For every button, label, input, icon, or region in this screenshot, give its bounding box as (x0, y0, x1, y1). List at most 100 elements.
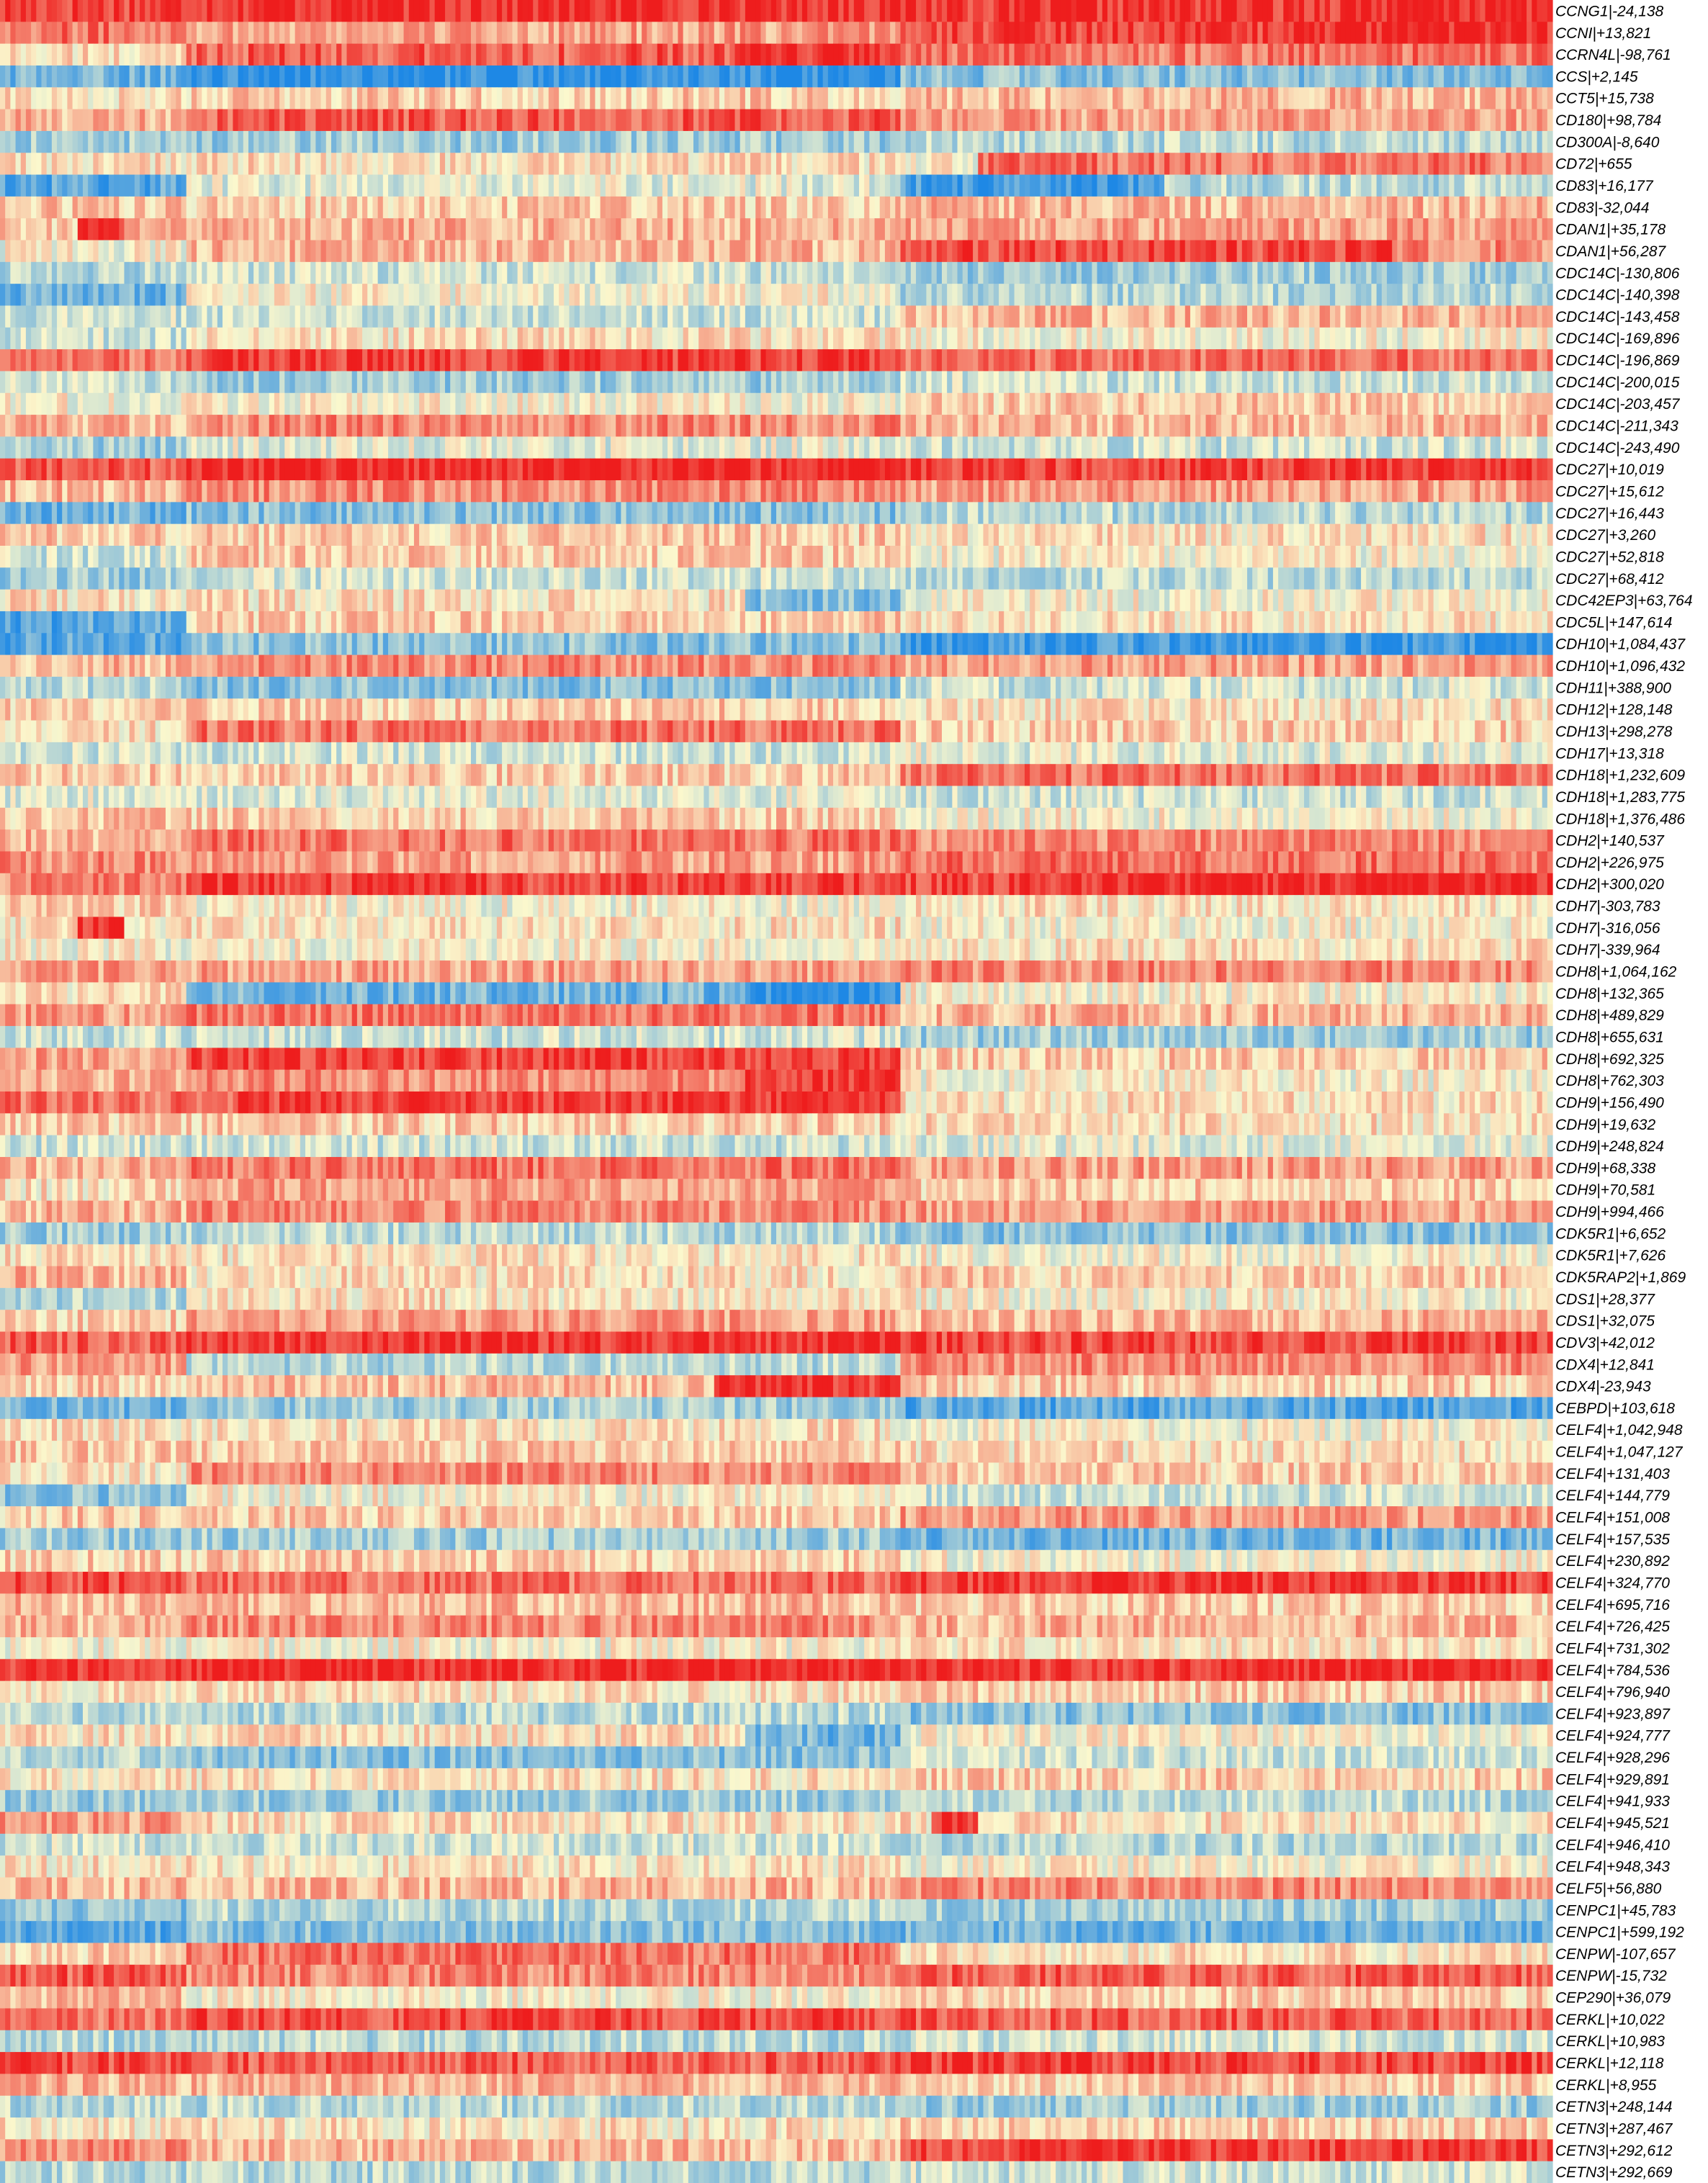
heatmap-cell (522, 305, 529, 328)
heatmap-cell (1149, 130, 1155, 153)
heatmap-cell (704, 22, 710, 45)
heatmap-cell (1128, 240, 1134, 263)
heatmap-cell (812, 218, 819, 240)
heatmap-cell (1470, 196, 1475, 219)
heatmap-cell (1252, 240, 1258, 263)
heatmap-cell (1154, 284, 1160, 306)
heatmap-cell (481, 130, 487, 153)
heatmap-cell (445, 327, 451, 350)
heatmap-cell (890, 218, 896, 240)
heatmap-cell (191, 43, 197, 66)
heatmap-cell (295, 65, 301, 88)
heatmap-cell (621, 153, 627, 175)
heatmap-cell (93, 43, 99, 66)
heatmap-cell (93, 87, 99, 109)
heatmap-cell (1190, 87, 1196, 109)
heatmap-cell (310, 261, 316, 284)
heatmap-cell (616, 109, 621, 132)
heatmap-cell (248, 87, 254, 109)
heatmap-cell (248, 130, 254, 153)
heatmap-cell (833, 153, 839, 175)
heatmap-cell (491, 261, 498, 284)
heatmap-cell (1210, 327, 1217, 350)
heatmap-cell (25, 109, 32, 132)
heatmap-cell (341, 0, 348, 22)
heatmap-cell (1298, 327, 1305, 350)
heatmap-cell (233, 196, 239, 219)
heatmap-cell (704, 153, 710, 175)
heatmap-cell (1030, 240, 1035, 263)
heatmap-cell (264, 109, 270, 132)
heatmap-cell (403, 218, 410, 240)
heatmap-cell (93, 196, 99, 219)
heatmap-cell (967, 130, 974, 153)
heatmap-cell (668, 174, 673, 197)
heatmap-cell (864, 240, 870, 263)
heatmap-cell (362, 284, 368, 306)
heatmap-cell (1082, 174, 1087, 197)
heatmap-cell (1470, 305, 1475, 328)
heatmap-cell (858, 65, 865, 88)
heatmap-cell (403, 240, 410, 263)
heatmap-cell (1475, 174, 1480, 197)
heatmap-cell (1335, 327, 1341, 350)
heatmap-cell (67, 240, 73, 263)
heatmap-cell (259, 0, 265, 22)
heatmap-cell (900, 87, 907, 109)
heatmap-cell (1428, 196, 1434, 219)
heatmap-cell (186, 261, 192, 284)
heatmap-cell (833, 109, 839, 132)
heatmap-cell (579, 109, 585, 132)
heatmap-cell (1267, 130, 1274, 153)
heatmap-cell (921, 0, 927, 22)
heatmap-cell (1154, 130, 1160, 153)
heatmap-cell (191, 327, 197, 350)
heatmap-cell (1024, 22, 1030, 45)
heatmap-cell (300, 22, 306, 45)
heatmap-cell (114, 0, 120, 22)
heatmap-cell (1371, 87, 1377, 109)
heatmap-cell (445, 174, 451, 197)
heatmap-cell (1470, 284, 1475, 306)
heatmap-cell (1547, 22, 1553, 45)
heatmap-cell (1371, 22, 1377, 45)
heatmap-cell (838, 174, 845, 197)
heatmap-cell (496, 284, 503, 306)
heatmap-cell (25, 0, 32, 22)
heatmap-cell (1490, 218, 1496, 240)
heatmap-cell (476, 0, 482, 22)
heatmap-cell (1428, 130, 1434, 153)
heatmap-cell (1521, 22, 1527, 45)
heatmap-cell (46, 218, 53, 240)
heatmap-cell (439, 153, 446, 175)
heatmap-cell (1056, 43, 1061, 66)
heatmap-cell (760, 349, 767, 372)
heatmap-cell (5, 43, 11, 66)
heatmap-cell (470, 65, 477, 88)
heatmap-cell (858, 109, 865, 132)
heatmap-cell (693, 196, 699, 219)
heatmap-cell (807, 327, 813, 350)
heatmap-cell (1304, 284, 1310, 306)
heatmap-cell (5, 87, 11, 109)
heatmap-cell (1418, 284, 1424, 306)
heatmap-cell (181, 261, 187, 284)
heatmap-cell (786, 130, 793, 153)
heatmap-cell (786, 43, 793, 66)
heatmap-cell (548, 130, 554, 153)
heatmap-cell (1298, 65, 1305, 88)
heatmap-cell (647, 284, 653, 306)
heatmap-cell (853, 196, 860, 219)
heatmap-cell (1438, 153, 1444, 175)
heatmap-cell (315, 22, 322, 45)
heatmap-cell (165, 43, 171, 66)
heatmap-cell (1092, 240, 1098, 263)
heatmap-cell (1107, 109, 1113, 132)
heatmap-cell (450, 174, 457, 197)
heatmap-cell (362, 327, 368, 350)
heatmap-cell (1283, 43, 1290, 66)
heatmap-cell (564, 174, 570, 197)
heatmap-cell (491, 22, 498, 45)
heatmap-cell (460, 261, 467, 284)
heatmap-cell (1226, 65, 1233, 88)
